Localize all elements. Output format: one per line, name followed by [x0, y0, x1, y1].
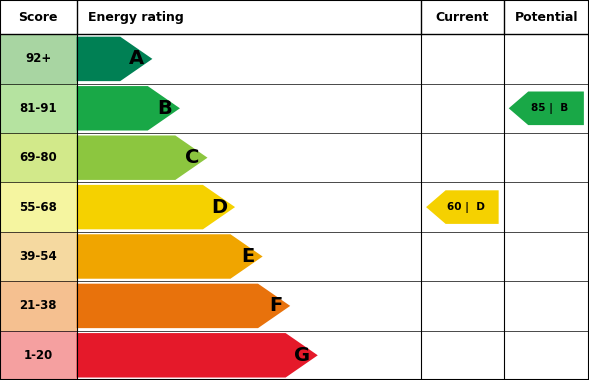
- Bar: [0, 281, 77, 331]
- Text: 92+: 92+: [25, 52, 51, 65]
- Text: 39-54: 39-54: [19, 250, 57, 263]
- Polygon shape: [77, 135, 207, 180]
- Text: Potential: Potential: [515, 11, 578, 24]
- Text: 69-80: 69-80: [19, 151, 57, 164]
- Bar: [0, 34, 77, 84]
- Bar: [0, 182, 77, 232]
- Text: D: D: [211, 198, 227, 217]
- Polygon shape: [77, 86, 180, 131]
- Polygon shape: [77, 36, 153, 81]
- Text: 1-20: 1-20: [24, 349, 53, 362]
- Text: 60 |  D: 60 | D: [447, 202, 485, 212]
- Bar: [77, 34, 589, 84]
- Polygon shape: [77, 185, 235, 229]
- Text: E: E: [241, 247, 254, 266]
- Bar: [0, 232, 77, 281]
- Bar: [77, 232, 589, 281]
- Polygon shape: [509, 92, 584, 125]
- Bar: [77, 331, 589, 380]
- Text: 81-91: 81-91: [19, 102, 57, 115]
- Bar: [0, 331, 77, 380]
- Text: Energy rating: Energy rating: [88, 11, 184, 24]
- Polygon shape: [77, 283, 290, 328]
- Text: 55-68: 55-68: [19, 201, 57, 214]
- Bar: [77, 281, 589, 331]
- Text: B: B: [157, 99, 172, 118]
- Bar: [77, 182, 589, 232]
- Text: 85 |  B: 85 | B: [531, 103, 568, 114]
- Bar: [0, 0, 589, 34]
- Text: Score: Score: [18, 11, 58, 24]
- Polygon shape: [77, 333, 318, 378]
- Text: G: G: [293, 346, 310, 365]
- Bar: [0, 84, 77, 133]
- Polygon shape: [426, 190, 499, 224]
- Text: C: C: [185, 148, 200, 167]
- Bar: [77, 84, 589, 133]
- Bar: [77, 133, 589, 182]
- Text: 21-38: 21-38: [19, 299, 57, 312]
- Text: A: A: [129, 49, 144, 68]
- Text: F: F: [269, 296, 282, 315]
- Polygon shape: [77, 234, 263, 279]
- Text: Current: Current: [436, 11, 489, 24]
- Bar: [0, 133, 77, 182]
